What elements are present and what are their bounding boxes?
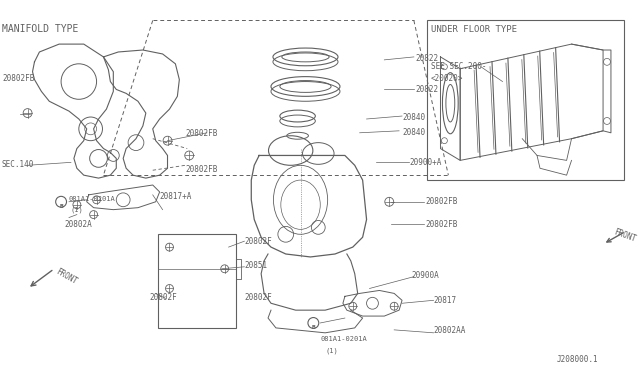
Text: SEC.140: SEC.140 bbox=[2, 160, 35, 169]
Text: J208000.1: J208000.1 bbox=[557, 356, 598, 365]
Text: 20822: 20822 bbox=[416, 54, 439, 63]
Text: 20840: 20840 bbox=[402, 128, 425, 137]
Text: 20802FB: 20802FB bbox=[185, 165, 218, 174]
Text: B: B bbox=[312, 325, 316, 330]
Text: 20900A: 20900A bbox=[412, 271, 440, 280]
Text: (1): (1) bbox=[325, 347, 338, 354]
Text: 20851: 20851 bbox=[244, 261, 268, 270]
Text: FRONT: FRONT bbox=[613, 227, 637, 244]
Text: 20900+A: 20900+A bbox=[409, 158, 442, 167]
Text: B: B bbox=[60, 204, 63, 209]
Text: 081A1-0201A: 081A1-0201A bbox=[320, 336, 367, 342]
Text: FRONT: FRONT bbox=[54, 267, 79, 286]
Bar bbox=[427, 20, 624, 180]
Text: 20822: 20822 bbox=[416, 84, 439, 93]
Text: 20802FB: 20802FB bbox=[426, 219, 458, 228]
Bar bbox=[157, 234, 237, 328]
Text: 20802F: 20802F bbox=[150, 294, 177, 302]
Text: (1): (1) bbox=[71, 207, 84, 213]
Text: 081A1-0201A: 081A1-0201A bbox=[69, 196, 116, 202]
Text: <20020>: <20020> bbox=[431, 74, 463, 83]
Text: UNDER FLOOR TYPE: UNDER FLOOR TYPE bbox=[431, 25, 516, 34]
Text: 20802F: 20802F bbox=[244, 237, 272, 246]
Text: SEE SEC.200-: SEE SEC.200- bbox=[431, 62, 486, 71]
Text: 20802FB: 20802FB bbox=[426, 197, 458, 206]
Text: 20817: 20817 bbox=[433, 296, 457, 305]
Text: 20840: 20840 bbox=[402, 113, 425, 122]
Text: 20802F: 20802F bbox=[244, 294, 272, 302]
Text: 20802FB: 20802FB bbox=[2, 74, 35, 83]
Text: 20802A: 20802A bbox=[64, 219, 92, 228]
Text: MANIFOLD TYPE: MANIFOLD TYPE bbox=[2, 25, 78, 34]
Text: 20817+A: 20817+A bbox=[159, 192, 192, 201]
Text: 20802FB: 20802FB bbox=[185, 129, 218, 138]
Text: 20802AA: 20802AA bbox=[433, 326, 466, 335]
